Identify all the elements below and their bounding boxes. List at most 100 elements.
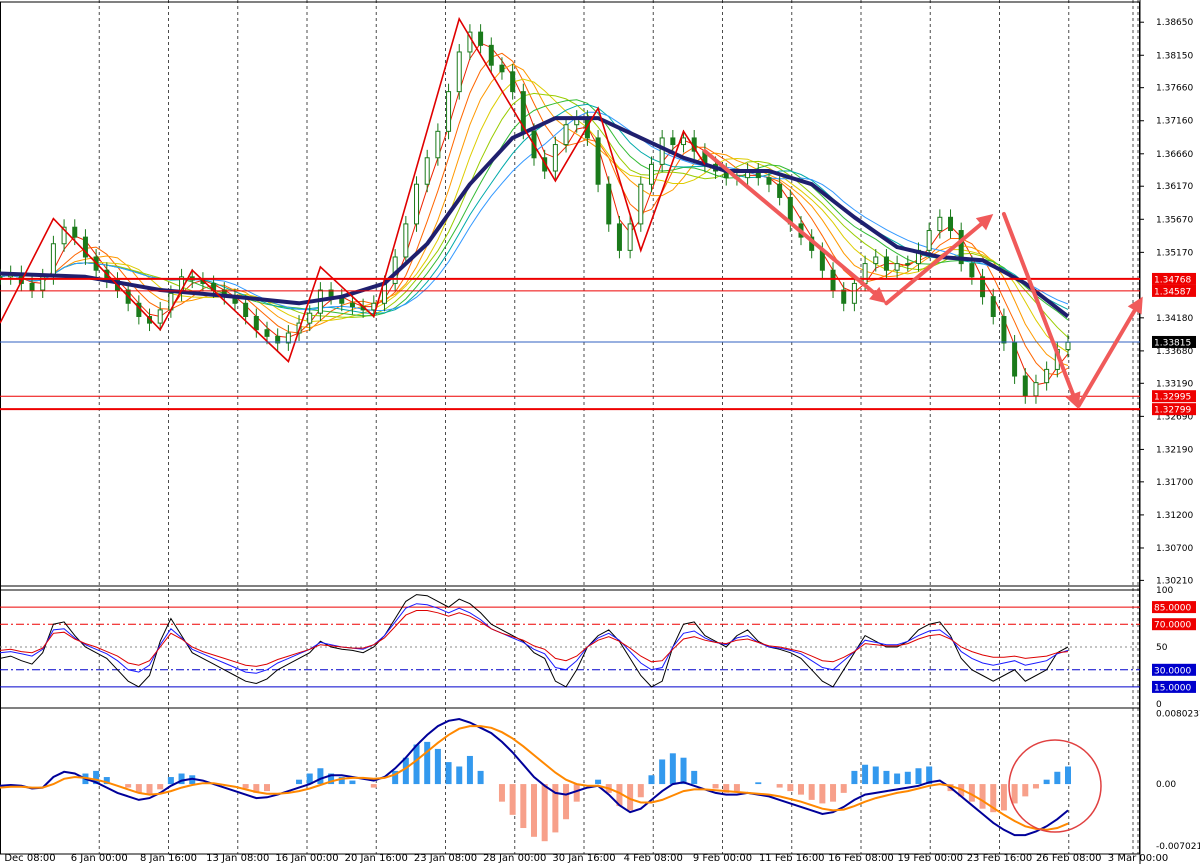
candle-body[interactable] bbox=[253, 316, 259, 331]
candle-body[interactable] bbox=[50, 243, 56, 278]
candle-body[interactable] bbox=[883, 256, 889, 271]
macd-tick-label: -0.007021 bbox=[1156, 842, 1200, 852]
macd-histogram-bar bbox=[349, 780, 356, 785]
macd-histogram-bar bbox=[370, 784, 377, 788]
trend-arrow-head[interactable] bbox=[869, 286, 887, 304]
ribbon-ma-line bbox=[0, 92, 1069, 338]
macd-histogram-bar bbox=[776, 784, 783, 788]
macd-histogram-bar bbox=[755, 782, 762, 785]
candle-body[interactable] bbox=[0, 276, 3, 279]
trend-arrow-shaft[interactable] bbox=[1076, 308, 1137, 408]
candle-body[interactable] bbox=[275, 335, 281, 344]
trend-arrow-shaft[interactable] bbox=[1001, 211, 1075, 397]
osc-level-label: 15.0000 bbox=[1154, 683, 1191, 693]
candle-body[interactable] bbox=[980, 276, 986, 298]
candle-body[interactable] bbox=[563, 124, 569, 146]
price-tick-label: 1.35670 bbox=[1156, 215, 1193, 225]
candle-body[interactable] bbox=[659, 137, 665, 165]
candle-body[interactable] bbox=[616, 223, 622, 251]
candle-body[interactable] bbox=[958, 230, 964, 265]
candle-body[interactable] bbox=[82, 236, 88, 258]
macd-histogram-bar bbox=[990, 784, 997, 813]
candle-body[interactable] bbox=[435, 130, 441, 159]
oscillator-panel[interactable] bbox=[0, 594, 1140, 688]
candle-body[interactable] bbox=[830, 269, 836, 291]
candle-body[interactable] bbox=[349, 302, 355, 308]
candle-body[interactable] bbox=[72, 226, 78, 238]
candle-body[interactable] bbox=[648, 163, 654, 185]
candle-body[interactable] bbox=[61, 226, 67, 245]
macd-histogram-bar bbox=[125, 784, 132, 788]
macd-histogram-bar bbox=[135, 784, 142, 793]
price-tick-label: 1.34180 bbox=[1156, 314, 1193, 324]
candle-body[interactable] bbox=[926, 230, 932, 251]
candle-body[interactable] bbox=[1001, 316, 1007, 344]
macd-histogram-bar bbox=[616, 784, 623, 807]
trend-arrow-shaft[interactable] bbox=[702, 149, 877, 295]
candle-body[interactable] bbox=[766, 177, 772, 185]
candle-body[interactable] bbox=[777, 183, 783, 198]
candle-body[interactable] bbox=[499, 64, 505, 73]
time-label: 19 Feb 00:00 bbox=[897, 853, 963, 864]
candle-body[interactable] bbox=[29, 282, 35, 291]
candle-body[interactable] bbox=[285, 332, 291, 344]
zigzag-indicator bbox=[0, 16, 706, 363]
trend-arrow-head[interactable] bbox=[1065, 391, 1081, 410]
candle-body[interactable] bbox=[1022, 375, 1028, 397]
macd-tick-label: 0.00 bbox=[1156, 780, 1176, 790]
candle-body[interactable] bbox=[488, 44, 494, 66]
candle-body[interactable] bbox=[606, 183, 612, 225]
macd-signal-line bbox=[0, 725, 1069, 831]
candle-body[interactable] bbox=[1033, 382, 1039, 397]
candle-body[interactable] bbox=[681, 137, 687, 146]
candle-body[interactable] bbox=[841, 289, 847, 304]
candle-body[interactable] bbox=[873, 256, 879, 265]
candle-body[interactable] bbox=[894, 263, 900, 271]
macd-histogram-bar bbox=[296, 779, 303, 785]
candle-body[interactable] bbox=[948, 216, 954, 232]
candle-body[interactable] bbox=[403, 223, 409, 258]
macd-panel[interactable] bbox=[0, 717, 1102, 842]
candle-body[interactable] bbox=[969, 263, 975, 278]
macd-histogram-bar bbox=[926, 766, 933, 785]
candle-body[interactable] bbox=[627, 223, 633, 251]
candle-body[interactable] bbox=[670, 137, 676, 146]
trend-arrow-shaft[interactable] bbox=[884, 222, 983, 306]
price-level-tag bbox=[1152, 284, 1196, 297]
price-tick-label: 1.37160 bbox=[1156, 117, 1193, 127]
candle-body[interactable] bbox=[905, 263, 911, 266]
candle-body[interactable] bbox=[264, 329, 270, 337]
candle-body[interactable] bbox=[243, 302, 249, 318]
candle-body[interactable] bbox=[446, 91, 452, 132]
candle-body[interactable] bbox=[638, 183, 644, 225]
candle-body[interactable] bbox=[552, 144, 558, 172]
candle-body[interactable] bbox=[851, 282, 857, 304]
candle-body[interactable] bbox=[424, 157, 430, 185]
candle-body[interactable] bbox=[1044, 368, 1050, 384]
candle-body[interactable] bbox=[307, 312, 313, 324]
macd-histogram-bar bbox=[840, 784, 847, 793]
candle-body[interactable] bbox=[157, 309, 163, 324]
candle-body[interactable] bbox=[478, 31, 484, 46]
macd-histogram-bar bbox=[1011, 784, 1018, 804]
candle-body[interactable] bbox=[862, 263, 868, 284]
macd-histogram-bar bbox=[456, 766, 463, 785]
candle-body[interactable] bbox=[1012, 342, 1018, 377]
candle-body[interactable] bbox=[456, 51, 462, 93]
time-label: 26 Feb 08:00 bbox=[1036, 853, 1102, 864]
price-panel[interactable] bbox=[0, 16, 1143, 411]
trend-arrow-head[interactable] bbox=[1127, 296, 1143, 315]
candle-body[interactable] bbox=[937, 216, 943, 232]
candle-body[interactable] bbox=[595, 137, 601, 185]
candle-body[interactable] bbox=[1065, 341, 1071, 351]
candle-body[interactable] bbox=[414, 183, 420, 225]
candle-body[interactable] bbox=[467, 31, 473, 53]
macd-histogram-bar bbox=[563, 784, 570, 820]
candle-body[interactable] bbox=[510, 71, 516, 93]
candle-body[interactable] bbox=[990, 296, 996, 318]
time-label: 4 Feb 08:00 bbox=[624, 853, 683, 864]
candle-body[interactable] bbox=[371, 302, 377, 311]
trend-arrow-head[interactable] bbox=[975, 213, 994, 231]
